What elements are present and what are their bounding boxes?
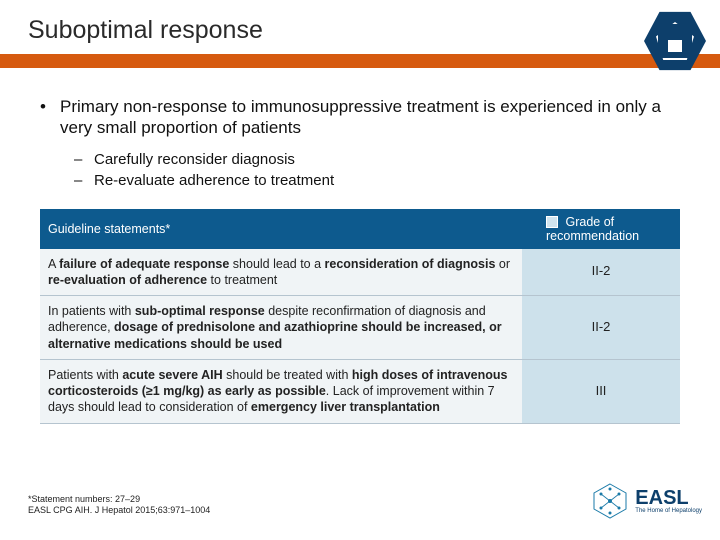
sub-bullet-text: Re-evaluate adherence to treatment bbox=[94, 170, 334, 191]
sub-bullet-text: Carefully reconsider diagnosis bbox=[94, 149, 295, 170]
home-icon bbox=[656, 22, 694, 60]
footnote: *Statement numbers: 27–29 EASL CPG AIH. … bbox=[28, 494, 210, 517]
grade-legend-box bbox=[546, 216, 558, 228]
logo-text: EASL bbox=[635, 488, 702, 508]
grade-cell: II-2 bbox=[522, 296, 680, 360]
logo-text-block: EASL The Home of Hepatology bbox=[635, 488, 702, 514]
header-grade-text: Grade of recommendation bbox=[546, 215, 639, 243]
table-row: Patients with acute severe AIH should be… bbox=[40, 359, 680, 423]
bullet-icon: • bbox=[40, 96, 60, 139]
title-underline bbox=[0, 54, 720, 68]
footnote-line: *Statement numbers: 27–29 bbox=[28, 494, 210, 505]
guidelines-table: Guideline statements* Grade of recommend… bbox=[40, 209, 680, 424]
page-title: Suboptimal response bbox=[28, 16, 720, 45]
main-bullet: • Primary non-response to immunosuppress… bbox=[40, 96, 680, 139]
sub-bullet: – Carefully reconsider diagnosis bbox=[74, 149, 680, 170]
header-grade: Grade of recommendation bbox=[522, 209, 680, 249]
table-row: In patients with sub-optimal response de… bbox=[40, 296, 680, 360]
grade-cell: III bbox=[522, 359, 680, 423]
content-area: • Primary non-response to immunosuppress… bbox=[0, 68, 720, 424]
sub-bullet: – Re-evaluate adherence to treatment bbox=[74, 170, 680, 191]
statement-cell: In patients with sub-optimal response de… bbox=[40, 296, 522, 360]
title-block: Suboptimal response bbox=[0, 0, 720, 68]
table-row: A failure of adequate response should le… bbox=[40, 249, 680, 296]
main-bullet-text: Primary non-response to immunosuppressiv… bbox=[60, 96, 680, 139]
sub-bullet-list: – Carefully reconsider diagnosis – Re-ev… bbox=[74, 149, 680, 191]
table-header-row: Guideline statements* Grade of recommend… bbox=[40, 209, 680, 249]
statement-cell: A failure of adequate response should le… bbox=[40, 249, 522, 296]
statement-cell: Patients with acute severe AIH should be… bbox=[40, 359, 522, 423]
dash-icon: – bbox=[74, 149, 94, 170]
logo-icon bbox=[591, 482, 629, 520]
easl-logo: EASL The Home of Hepatology bbox=[591, 482, 702, 520]
footnote-line: EASL CPG AIH. J Hepatol 2015;63:971–1004 bbox=[28, 505, 210, 516]
header-statements: Guideline statements* bbox=[40, 209, 522, 249]
logo-subtitle: The Home of Hepatology bbox=[635, 508, 702, 514]
dash-icon: – bbox=[74, 170, 94, 191]
grade-cell: II-2 bbox=[522, 249, 680, 296]
